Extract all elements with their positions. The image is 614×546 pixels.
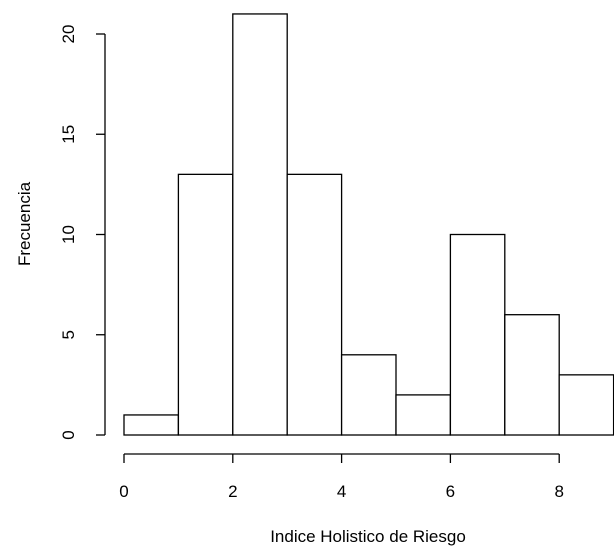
y-tick-label: 15	[59, 125, 78, 144]
y-tick-label: 0	[59, 430, 78, 439]
histogram-bar	[558, 374, 614, 436]
x-axis: 0 2 4 6 8	[119, 453, 564, 501]
y-tick-label: 10	[59, 225, 78, 244]
x-axis-label: Indice Holistico de Riesgo	[270, 527, 466, 546]
histogram-bar	[177, 173, 234, 436]
x-tick-label: 6	[446, 482, 455, 501]
y-axis-label: Frecuencia	[15, 181, 34, 266]
histogram-bar	[449, 233, 506, 436]
x-tick-label: 2	[228, 482, 237, 501]
x-tick-label: 0	[119, 482, 128, 501]
histogram-bar	[123, 414, 180, 436]
y-tick-label: 20	[59, 25, 78, 44]
x-tick-label: 4	[337, 482, 346, 501]
x-tick-label: 8	[554, 482, 563, 501]
bars-group	[123, 13, 614, 436]
histogram-bar	[395, 394, 452, 436]
y-axis: 0 5 10 15 20	[59, 25, 106, 440]
histogram-bar	[504, 314, 560, 436]
histogram-bar	[286, 173, 343, 436]
histogram-bar	[340, 354, 397, 436]
y-tick-label: 5	[59, 330, 78, 339]
histogram-bar	[232, 13, 288, 436]
